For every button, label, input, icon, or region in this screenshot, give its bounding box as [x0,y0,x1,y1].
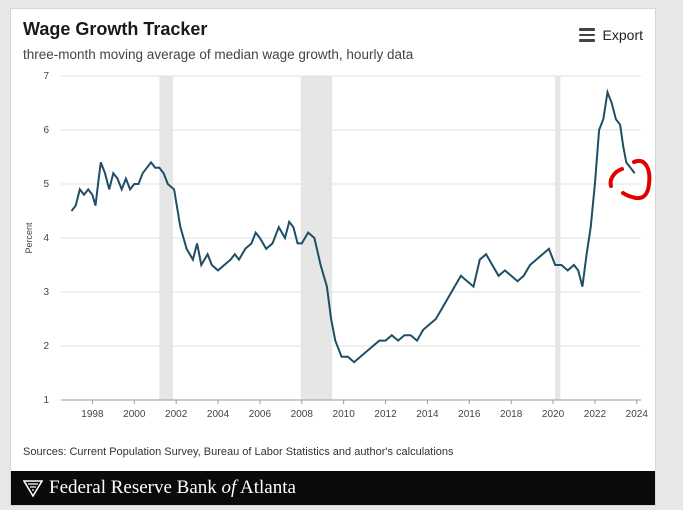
y-tick-label: 5 [43,179,49,190]
x-tick-label: 2016 [458,409,481,420]
x-tick-label: 2006 [249,409,272,420]
series-line [70,88,636,364]
x-tick-label: 2010 [333,409,356,420]
chart-card: Wage Growth Tracker three-month moving a… [10,8,656,506]
chart-subtitle: three-month moving average of median wag… [23,47,414,62]
hand-drawn-annotation [608,158,652,201]
x-tick-label: 2022 [584,409,607,420]
x-tick-label: 2000 [123,409,146,420]
x-tick-label: 2014 [416,409,439,420]
y-tick-label: 4 [43,233,49,244]
x-tick-label: 2008 [291,409,314,420]
chart-title: Wage Growth Tracker [23,19,208,39]
y-tick-label: 7 [43,71,49,82]
x-tick-label: 2002 [165,409,188,420]
wage-growth-chart: 1 2 3 4 5 6 7 1998 2000 2002 2004 2006 2008 2010 2012 2… [24,71,652,420]
x-tick-label: 2020 [542,409,565,420]
eagle-logo-icon [23,480,43,497]
y-axis-label: Percent [24,222,34,254]
x-tick-label: 2012 [374,409,397,420]
x-tick-label: 2004 [207,409,230,420]
y-tick-label: 3 [43,287,49,298]
footer-bar: Federal Reserve Bank of Atlanta [11,471,655,505]
x-tick-label: 1998 [81,409,104,420]
y-tick-label: 1 [43,395,49,406]
export-button[interactable]: Export [578,25,643,45]
y-tick-label: 6 [43,125,49,136]
x-tick-label: 2018 [500,409,523,420]
export-label: Export [602,26,643,43]
bank-name[interactable]: Federal Reserve Bank of Atlanta [49,477,296,498]
x-tick-label: 2024 [626,409,649,420]
y-tick-label: 2 [43,341,49,352]
sources-note: Sources: Current Population Survey, Bure… [23,446,454,458]
hamburger-menu-icon [578,25,595,45]
